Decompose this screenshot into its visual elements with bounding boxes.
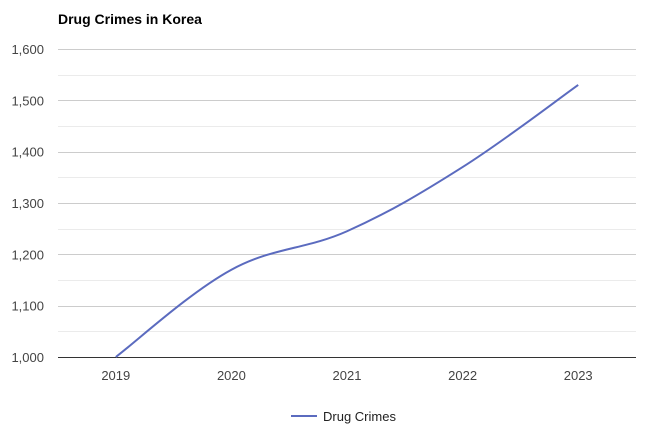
x-tick-label: 2021 (333, 368, 362, 383)
x-axis-ticks: 2019 2020 2021 2022 2023 (101, 368, 592, 383)
series-lines (115, 84, 579, 358)
legend-label-drug-crimes: Drug Crimes (323, 409, 396, 424)
x-tick-label: 2019 (101, 368, 130, 383)
grid (58, 49, 636, 358)
y-tick-label: 1,500 (11, 93, 44, 108)
y-tick-label: 1,200 (11, 247, 44, 262)
legend[interactable]: Drug Crimes (291, 409, 396, 424)
y-tick-label: 1,400 (11, 145, 44, 160)
y-tick-label: 1,000 (11, 350, 44, 365)
y-tick-label: 1,100 (11, 299, 44, 314)
y-tick-label: 1,600 (11, 42, 44, 57)
x-tick-label: 2020 (217, 368, 246, 383)
series-line-drug-crimes[interactable] (115, 84, 579, 358)
x-tick-label: 2022 (448, 368, 477, 383)
y-axis-ticks: 1,000 1,100 1,200 1,300 1,400 1,500 1,600 (11, 42, 44, 365)
chart-title: Drug Crimes in Korea (58, 11, 202, 27)
x-tick-label: 2023 (564, 368, 593, 383)
y-tick-label: 1,300 (11, 196, 44, 211)
